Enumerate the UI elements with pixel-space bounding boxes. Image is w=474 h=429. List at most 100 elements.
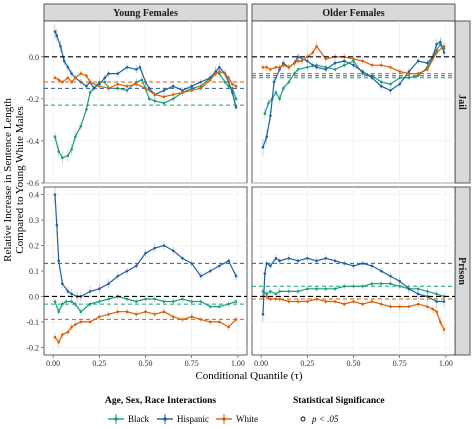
data-point-black	[398, 76, 401, 80]
data-point-hispanic	[272, 80, 276, 84]
x-tick-label: 0.25	[300, 359, 314, 368]
data-point-white	[293, 61, 296, 65]
data-point-white	[306, 300, 309, 303]
strip-row-prison-label: Prison	[456, 257, 467, 285]
data-point-white	[107, 312, 110, 316]
data-point-black	[88, 91, 92, 94]
data-point-black	[352, 284, 355, 288]
data-point-black	[435, 49, 438, 52]
data-point-white	[306, 55, 309, 59]
data-point-black	[208, 305, 212, 308]
data-point-white	[162, 310, 166, 314]
data-point-black	[218, 305, 221, 308]
data-point-black	[107, 297, 110, 301]
panel-jail-older-females	[251, 20, 456, 184]
data-point-black	[79, 310, 83, 314]
data-point-black	[64, 300, 68, 303]
data-point-white	[389, 305, 392, 308]
data-point-white	[296, 59, 300, 63]
data-point-white	[144, 87, 147, 90]
data-point-hispanic	[407, 70, 411, 73]
x-tick-label: 0.00	[46, 359, 60, 368]
data-point-white	[98, 315, 101, 319]
data-point-hispanic	[190, 262, 193, 265]
data-point-white	[234, 318, 238, 321]
legend-item-black: Black	[108, 414, 149, 424]
data-point-white	[398, 305, 401, 308]
data-point-black	[296, 290, 300, 293]
data-point-hispanic	[218, 264, 221, 268]
data-point-black	[333, 287, 337, 291]
x-tick-label: 0.75	[185, 359, 199, 368]
data-point-white	[361, 302, 365, 306]
data-point-white	[435, 51, 438, 54]
data-point-white	[352, 57, 355, 61]
data-point-white	[70, 80, 73, 84]
data-point-hispanic	[103, 76, 107, 80]
data-point-hispanic	[296, 259, 300, 263]
data-point-white	[407, 72, 411, 75]
data-point-white	[278, 297, 281, 301]
x-tick-label: 1.00	[231, 359, 245, 368]
data-point-white	[324, 57, 328, 61]
data-point-black	[74, 302, 77, 306]
data-point-black	[287, 80, 291, 84]
data-point-black	[147, 97, 151, 101]
data-point-hispanic	[190, 84, 193, 88]
data-point-hispanic	[379, 269, 383, 273]
data-point-black	[274, 292, 278, 296]
data-point-white	[79, 320, 83, 324]
data-point-black	[342, 63, 346, 67]
data-point-black	[223, 80, 227, 84]
data-point-hispanic	[439, 40, 442, 44]
data-point-white	[352, 300, 355, 303]
x-tick-label: 0.50	[139, 359, 153, 368]
data-point-hispanic	[361, 262, 365, 265]
data-point-black	[379, 282, 383, 286]
data-point-black	[88, 302, 92, 306]
data-point-white	[274, 297, 278, 301]
data-point-hispanic	[333, 61, 337, 65]
data-point-hispanic	[442, 51, 446, 54]
data-point-hispanic	[107, 282, 110, 286]
data-point-hispanic	[278, 259, 281, 263]
data-point-hispanic	[125, 269, 129, 273]
data-point-white	[66, 330, 70, 334]
data-point-white	[278, 65, 281, 69]
y-axis-title-line2: Compared to Young White Males	[14, 106, 26, 253]
data-point-hispanic	[162, 244, 166, 247]
data-point-white	[171, 315, 175, 319]
data-point-white	[274, 65, 278, 69]
data-point-hispanic	[306, 59, 309, 63]
data-point-white	[361, 59, 365, 63]
data-point-black	[296, 68, 300, 71]
x-axis-title: Conditional Quantile (τ)	[195, 370, 302, 382]
data-point-hispanic	[352, 264, 355, 268]
data-point-black	[274, 91, 278, 94]
panel-prison-older-females: 0.00 0.25 0.50 0.75 1.00	[251, 186, 456, 368]
y-tick-label: 0.0	[29, 292, 39, 301]
strip-col-older-females-label: Older Females	[322, 8, 384, 19]
data-point-hispanic	[435, 42, 438, 46]
data-point-hispanic	[61, 282, 64, 286]
y-tick-label: 0.3	[29, 216, 39, 225]
data-point-black	[98, 300, 101, 303]
panel-jail-young-females: 0.0 -0.2 -0.4 -0.6	[26, 20, 248, 188]
data-point-black	[324, 287, 328, 291]
data-point-white	[227, 325, 230, 329]
data-point-white	[190, 315, 193, 319]
x-tick-label: 0.75	[393, 359, 407, 368]
strip-row-jail-label: Jail	[456, 94, 467, 110]
legend-sig-label: p < .05	[311, 414, 339, 424]
data-point-black	[79, 124, 83, 128]
data-point-white	[296, 300, 300, 303]
data-point-hispanic	[181, 89, 184, 92]
data-point-white	[208, 78, 212, 82]
data-point-white	[431, 307, 435, 311]
data-point-white	[66, 76, 70, 80]
y-tick-label: -0.2	[26, 343, 39, 352]
data-point-hispanic	[171, 84, 175, 88]
data-point-white	[300, 59, 304, 63]
data-point-hispanic	[342, 59, 346, 63]
data-point-black	[227, 302, 230, 306]
